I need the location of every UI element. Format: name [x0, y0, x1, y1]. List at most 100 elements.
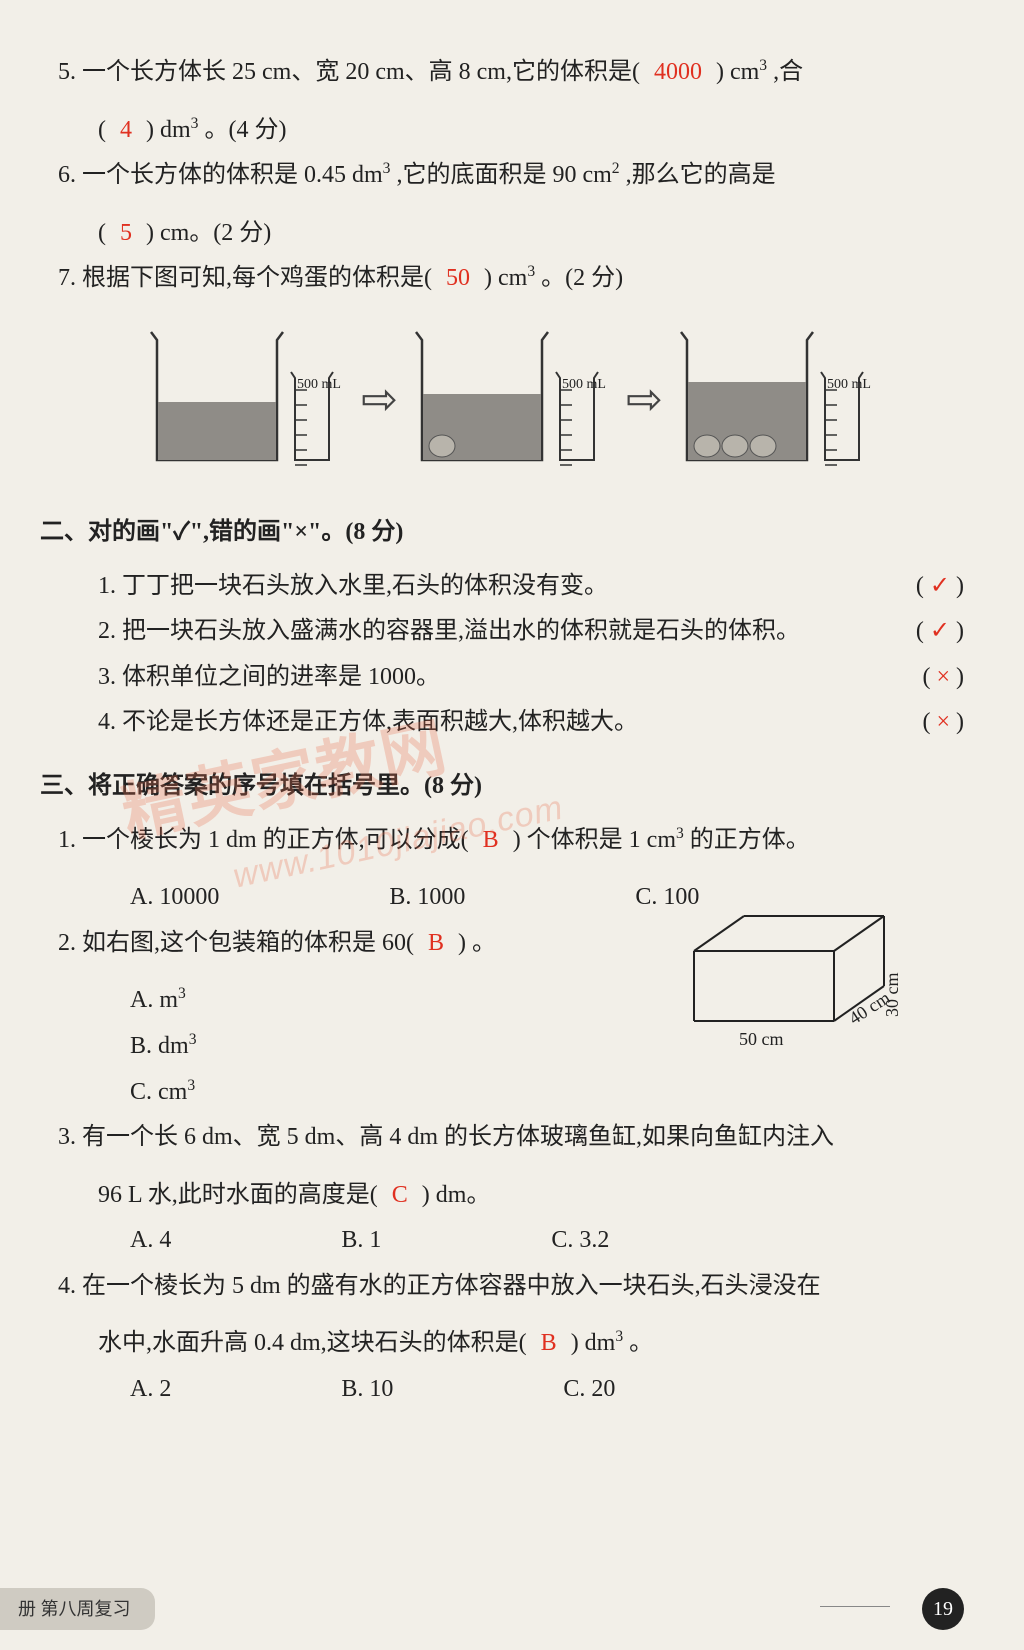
true-false-list: 1. 丁丁把一块石头放入水里,石头的体积没有变。( ✓ )2. 把一块石头放入盛… [40, 564, 964, 746]
tf-text: 4. 不论是长方体还是正方体,表面积越大,体积越大。 [98, 700, 638, 746]
q-text: ( [98, 117, 106, 143]
tf-item: 1. 丁丁把一块石头放入水里,石头的体积没有变。 ( ✓ ) [40, 564, 964, 610]
sup: 3 [615, 1328, 623, 1345]
page-number: 19 [790, 1588, 964, 1630]
sup: 3 [676, 825, 684, 842]
opt-b: B. 10 [341, 1367, 393, 1413]
svg-text:50 cm: 50 cm [739, 1029, 784, 1049]
opt-b: B. dm [130, 1033, 189, 1059]
fill-q6: 6. 一个长方体的体积是 0.45 dm3 ,它的底面积是 90 cm2 ,那么… [40, 153, 964, 199]
opt-b: B. 1000 [389, 875, 465, 921]
mc-q4: 4. 在一个棱长为 5 dm 的盛有水的正方体容器中放入一块石头,石头浸没在 [40, 1264, 964, 1310]
opt-b: B. 1 [341, 1218, 381, 1264]
section-2-head: 二、对的画"✓",错的画"×"。(8 分) [40, 510, 964, 556]
sup: 3 [187, 1077, 195, 1094]
q-text: ) 个体积是 1 cm [513, 827, 676, 853]
opt-c: C. 3.2 [551, 1218, 609, 1264]
section-3-head: 三、将正确答案的序号填在括号里。(8 分) [40, 764, 964, 810]
tf-text: 1. 丁丁把一块石头放入水里,石头的体积没有变。 [98, 564, 608, 610]
beaker-2: 500 mL [412, 320, 612, 480]
q-text: ) dm。 [422, 1182, 491, 1208]
opt-a: A. m [130, 987, 178, 1013]
q-text: ) cm [716, 59, 759, 85]
q-text: ,合 [773, 59, 803, 85]
q-text: ) cm。(2 分) [146, 220, 271, 246]
box-3d-icon: 50 cm40 cm30 cm [674, 911, 934, 1081]
footer-rule [820, 1606, 890, 1607]
fill-q6-line2: ( 5 ) cm。(2 分) [40, 211, 964, 257]
answer: C [392, 1182, 408, 1208]
tf-mark: ( ✓ ) [916, 609, 964, 655]
opt-c: C. cm [130, 1079, 187, 1105]
beaker-diagram-row: 500 mL ⇨ 500 mL ⇨ 500 mL [60, 320, 964, 480]
mc-q4-options: A. 2 B. 10 C. 20 [40, 1367, 964, 1413]
svg-text:30 cm: 30 cm [882, 972, 902, 1017]
q-text: 。 [629, 1330, 653, 1356]
q-num: 4. [58, 1273, 76, 1299]
arrow-icon: ⇨ [361, 358, 398, 442]
beaker-1: 500 mL [147, 320, 347, 480]
sup: 3 [759, 57, 767, 74]
answer: 4000 [654, 59, 702, 85]
tf-item: 2. 把一块石头放入盛满水的容器里,溢出水的体积就是石头的体积。 ( ✓ ) [40, 609, 964, 655]
q-text: 在一个棱长为 5 dm 的盛有水的正方体容器中放入一块石头,石头浸没在 [82, 1273, 821, 1299]
tf-mark: ( × ) [922, 700, 964, 746]
svg-text:500 mL: 500 mL [297, 377, 341, 392]
mc-q3: 3. 有一个长 6 dm、宽 5 dm、高 4 dm 的长方体玻璃鱼缸,如果向鱼… [40, 1115, 964, 1161]
svg-text:500 mL: 500 mL [827, 377, 871, 392]
q-text: 一个长方体长 25 cm、宽 20 cm、高 8 cm,它的体积是( [82, 59, 640, 85]
opt-a: A. 2 [130, 1367, 171, 1413]
sup: 3 [527, 263, 535, 280]
opt-a: A. 4 [130, 1218, 171, 1264]
mc-q1: 1. 一个棱长为 1 dm 的正方体,可以分成( B ) 个体积是 1 cm3 … [40, 818, 964, 864]
q-text: ( [98, 220, 106, 246]
sup: 3 [189, 1031, 197, 1048]
opt-a: A. 10000 [130, 875, 219, 921]
q-text: 如右图,这个包装箱的体积是 60( [82, 930, 414, 956]
q-text: 有一个长 6 dm、宽 5 dm、高 4 dm 的长方体玻璃鱼缸,如果向鱼缸内注… [82, 1124, 834, 1150]
mc-q3-options: A. 4 B. 1 C. 3.2 [40, 1218, 964, 1264]
q-text: 。(4 分) [204, 117, 286, 143]
tf-text: 2. 把一块石头放入盛满水的容器里,溢出水的体积就是石头的体积。 [98, 609, 800, 655]
svg-text:500 mL: 500 mL [562, 377, 606, 392]
sup: 3 [191, 115, 199, 132]
beaker-3: 500 mL [677, 320, 877, 480]
q-text: ) dm [146, 117, 191, 143]
answer: 4 [120, 117, 132, 143]
sup: 2 [612, 160, 620, 177]
q-text: ) dm [571, 1330, 616, 1356]
answer: B [483, 827, 499, 853]
tf-item: 3. 体积单位之间的进率是 1000。( × ) [40, 655, 964, 701]
q-text: 一个棱长为 1 dm 的正方体,可以分成( [82, 827, 469, 853]
answer: B [428, 930, 444, 956]
mc-q4-line2: 水中,水面升高 0.4 dm,这块石头的体积是( B ) dm3 。 [40, 1321, 964, 1367]
tf-item: 4. 不论是长方体还是正方体,表面积越大,体积越大。 ( × ) [40, 700, 964, 746]
q-num: 5. [58, 59, 76, 85]
q-text: ) cm [484, 265, 527, 291]
page-number-value: 19 [922, 1588, 964, 1630]
sup: 3 [178, 985, 186, 1002]
answer: 5 [120, 220, 132, 246]
answer: B [541, 1330, 557, 1356]
answer: 50 [446, 265, 470, 291]
mc-q2-options: A. m3 B. dm3 C. cm3 [40, 978, 674, 1115]
mc-q3-line2: 96 L 水,此时水面的高度是( C ) dm。 [40, 1173, 964, 1219]
fill-q5-line2: ( 4 ) dm3 。(4 分) [40, 108, 964, 154]
tf-mark: ( × ) [922, 655, 964, 701]
tf-mark: ( ✓ ) [916, 564, 964, 610]
q-text: 根据下图可知,每个鸡蛋的体积是( [82, 265, 432, 291]
footer-label: 册 第八周复习 [0, 1588, 155, 1630]
mc-q2: 2. 如右图,这个包装箱的体积是 60( B ) 。 A. m3 B. dm3 … [40, 921, 964, 1115]
opt-c: C. 20 [563, 1367, 615, 1413]
fill-q5: 5. 一个长方体长 25 cm、宽 20 cm、高 8 cm,它的体积是( 40… [40, 50, 964, 96]
q-num: 7. [58, 265, 76, 291]
q-text: 96 L 水,此时水面的高度是( [98, 1182, 378, 1208]
q-num: 3. [58, 1124, 76, 1150]
q-text: 水中,水面升高 0.4 dm,这块石头的体积是( [98, 1330, 527, 1356]
arrow-icon: ⇨ [626, 358, 663, 442]
q-text: ,那么它的高是 [626, 162, 776, 188]
worksheet-page: 5. 一个长方体长 25 cm、宽 20 cm、高 8 cm,它的体积是( 40… [0, 0, 1024, 1650]
q-text: 的正方体。 [690, 827, 810, 853]
q-text: 一个长方体的体积是 0.45 dm [82, 162, 383, 188]
q-num: 1. [58, 827, 76, 853]
